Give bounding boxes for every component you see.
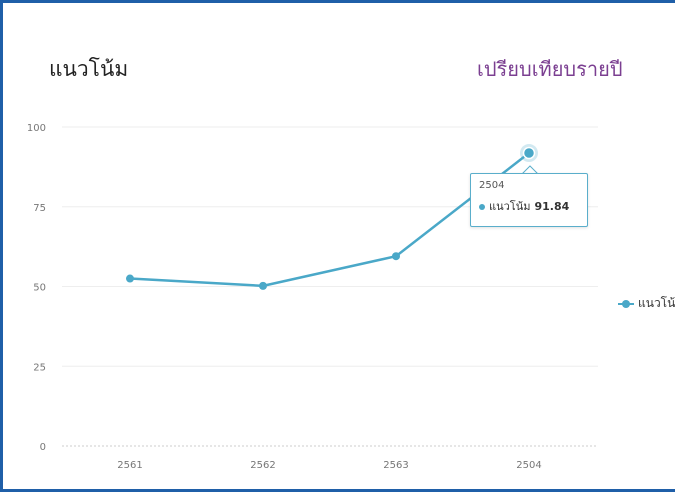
y-axis-ticks: 0 25 50 75 100 (27, 123, 46, 453)
data-point (259, 281, 267, 290)
data-tooltip: 2504 แนวโน้ม 91.84 (470, 173, 588, 227)
legend-label: แนวโน้ม (638, 296, 675, 310)
y-tick-label: 0 (40, 442, 46, 453)
x-axis-ticks: 2561 2562 2563 2504 (117, 460, 541, 471)
series-line (129, 152, 530, 288)
tooltip-series-name: แนวโน้ม (489, 200, 531, 213)
x-tick-label: 2561 (117, 460, 142, 471)
chart-title: แนวโน้ม (49, 57, 129, 81)
compare-yearly-link[interactable]: เปรียบเทียบรายปี (477, 57, 623, 81)
legend-item[interactable]: แนวโน้ม (618, 294, 675, 313)
x-tick-label: 2563 (383, 460, 408, 471)
data-point (392, 252, 400, 261)
tooltip-x-label: 2504 (479, 180, 505, 191)
y-tick-label: 50 (33, 283, 46, 294)
tooltip-value: 91.84 (534, 200, 570, 213)
y-tick-label: 75 (33, 203, 46, 214)
tooltip-series-dot (479, 204, 485, 210)
data-point (522, 146, 536, 160)
x-tick-label: 2504 (516, 460, 541, 471)
data-point (126, 274, 134, 283)
tooltip-row: แนวโน้ม 91.84 (479, 197, 579, 215)
y-tick-label: 25 (33, 362, 46, 373)
y-tick-label: 100 (27, 123, 46, 134)
series-group (126, 144, 540, 290)
x-tick-label: 2562 (250, 460, 275, 471)
legend-swatch-icon (618, 299, 634, 308)
